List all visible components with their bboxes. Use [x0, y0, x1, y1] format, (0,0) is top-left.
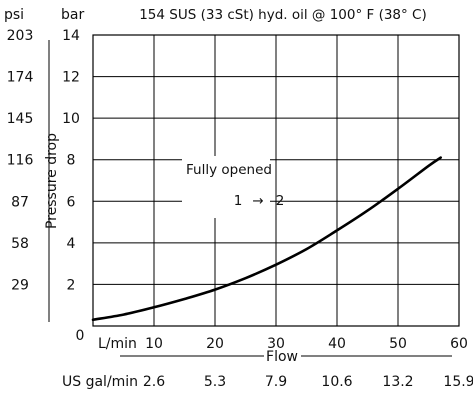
gal-tick-labels: 2.6 5.3 7.9 10.6 13.2 15.9 [143, 374, 473, 390]
y-tick-label: 2 [67, 277, 76, 293]
y-tick-label: 12 [62, 70, 80, 86]
psi-tick-label: 174 [7, 70, 34, 86]
gal-tick-label: 15.9 [443, 374, 473, 390]
gal-tick-label: 13.2 [382, 374, 413, 390]
y-tick-label: 4 [67, 236, 76, 252]
x-tick-label: 40 [328, 336, 346, 352]
psi-tick-label: 58 [11, 236, 29, 252]
x-unit-gal-label: US gal/min [62, 374, 138, 390]
y-zero-label: 0 [76, 328, 85, 344]
annotation-arrow: → [252, 193, 263, 209]
y-tick-labels: 2 4 6 8 10 12 14 [62, 28, 80, 293]
x-axis-label: Flow [266, 349, 298, 365]
gal-tick-label: 10.6 [321, 374, 352, 390]
annotation-label: Fully opened [186, 162, 272, 178]
y-tick-label: 8 [67, 153, 76, 169]
annotation-background [182, 156, 270, 218]
psi-tick-labels: 29 58 87 116 145 174 203 [7, 28, 34, 293]
annotation-port-1: 1 [234, 193, 243, 209]
x-tick-label: 30 [267, 336, 285, 352]
chart-title: 154 SUS (33 cSt) hyd. oil @ 100° F (38° … [139, 7, 427, 23]
psi-tick-label: 116 [7, 153, 34, 169]
psi-tick-label: 29 [11, 277, 29, 293]
x-tick-label: 50 [389, 336, 407, 352]
annotation-port-2: 2 [276, 193, 285, 209]
gal-tick-label: 7.9 [265, 374, 287, 390]
y-tick-label: 6 [67, 194, 76, 210]
gal-tick-label: 2.6 [143, 374, 165, 390]
y-axis-label: Pressure drop [44, 133, 60, 229]
psi-unit-label: psi [4, 7, 24, 23]
psi-tick-label: 145 [7, 111, 34, 127]
psi-tick-label: 87 [11, 194, 29, 210]
gal-tick-label: 5.3 [204, 374, 226, 390]
x-unit-lmin-label: L/min [98, 336, 137, 352]
x-tick-label: 10 [145, 336, 163, 352]
bar-unit-label: bar [61, 7, 84, 23]
y-tick-label: 14 [62, 28, 80, 44]
plot-frame [92, 34, 460, 327]
psi-tick-label: 203 [7, 28, 34, 44]
x-tick-labels: 10 20 30 40 50 60 [145, 336, 468, 352]
pressure-drop-curve [91, 156, 442, 322]
x-tick-label: 20 [206, 336, 224, 352]
y-tick-label: 10 [62, 111, 80, 127]
x-tick-label: 60 [450, 336, 468, 352]
grid [93, 35, 459, 326]
